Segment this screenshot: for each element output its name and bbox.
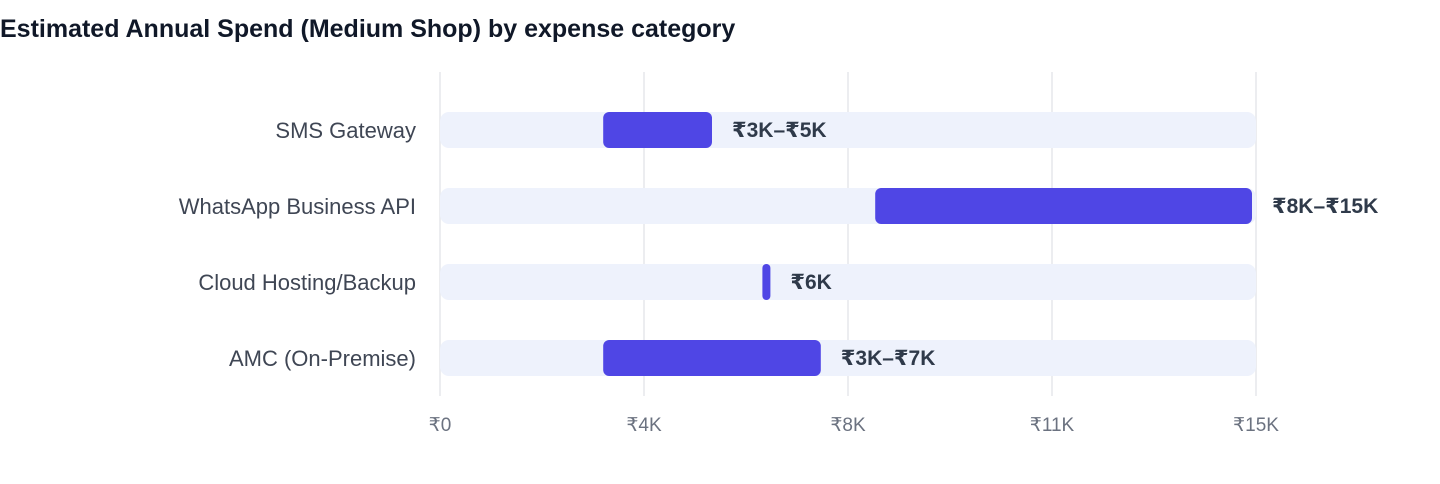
x-tick-label: ₹11K [1030, 415, 1075, 436]
x-tick-label: ₹0 [429, 415, 452, 436]
range-bar[interactable] [875, 188, 1252, 224]
x-tick-label: ₹4K [626, 415, 662, 436]
category-label: Cloud Hosting/Backup [198, 270, 416, 295]
range-bar[interactable] [603, 112, 712, 148]
data-label: ₹3K–₹7K [841, 347, 936, 370]
category-label: AMC (On-Premise) [229, 346, 416, 371]
category-label: WhatsApp Business API [179, 194, 416, 219]
range-bar[interactable] [762, 264, 771, 300]
range-bars [603, 112, 1252, 376]
range-bar[interactable] [603, 340, 821, 376]
data-label: ₹3K–₹5K [732, 119, 827, 142]
bar-track [440, 264, 1256, 300]
chart-title: Estimated Annual Spend (Medium Shop) by … [0, 15, 736, 43]
x-tick-label: ₹8K [830, 415, 866, 436]
category-label: SMS Gateway [275, 118, 416, 143]
labels: ₹0 ₹4K ₹8K ₹11K ₹15K SMS Gateway ₹3K–₹5K WhatsA… [179, 118, 1379, 436]
bar-track [440, 112, 1256, 148]
x-tick-label: ₹15K [1233, 415, 1279, 436]
data-label: ₹8K–₹15K [1272, 195, 1378, 218]
data-label: ₹6K [790, 271, 831, 294]
